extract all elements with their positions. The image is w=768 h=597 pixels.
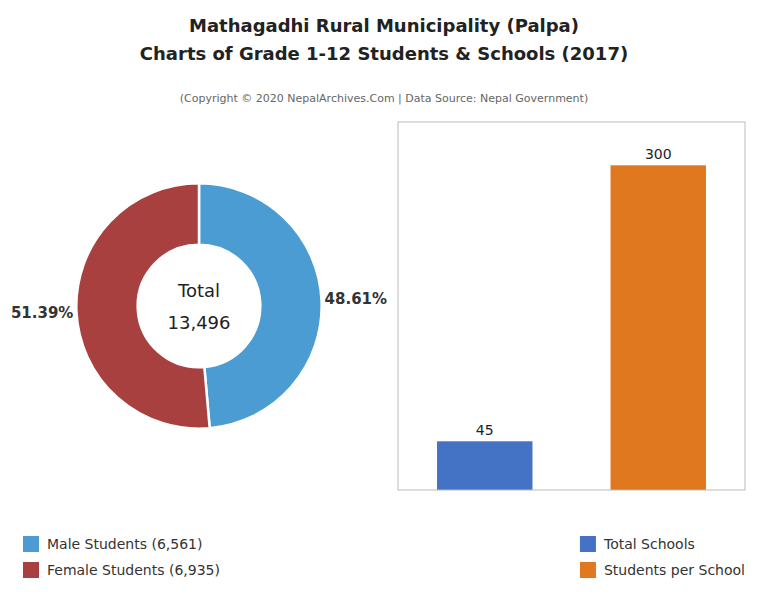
legend-swatch — [580, 562, 596, 578]
background — [0, 0, 768, 597]
legend-label: Male Students (6,561) — [47, 536, 202, 552]
center-text: Total — [177, 280, 220, 301]
data-label: 45 — [476, 422, 494, 438]
donut-slice — [76, 183, 209, 428]
legend-item: Female Students (6,935) — [23, 562, 220, 578]
legend-label: Students per School — [604, 562, 745, 578]
data-label: 300 — [645, 146, 672, 162]
donut-slice — [199, 183, 322, 428]
donut — [76, 183, 321, 428]
legend-item: Male Students (6,561) — [23, 536, 202, 552]
plot-frame — [398, 122, 745, 490]
legend: Male Students (6,561) Female Students (6,… — [23, 536, 220, 578]
legend-label: Total Schools — [603, 536, 695, 552]
figure: Mathagadhi Rural Municipality (Palpa) Cha… — [0, 0, 768, 597]
center-text: 13,496 — [168, 312, 231, 333]
legend-item: Total Schools — [580, 536, 695, 552]
bar — [611, 165, 706, 490]
legend-item: Students per School — [580, 562, 745, 578]
subtitle: (Copyright © 2020 NepalArchives.Com | Da… — [180, 92, 588, 105]
bars — [437, 165, 706, 490]
data-label: 51.39% — [11, 304, 73, 322]
data-label: 48.61% — [325, 290, 387, 308]
title: Charts of Grade 1-12 Students & Schools … — [140, 43, 628, 64]
legend: Total Schools Students per School — [580, 536, 745, 578]
legend-swatch — [23, 536, 39, 552]
legend-swatch — [23, 562, 39, 578]
legend-label: Female Students (6,935) — [47, 562, 220, 578]
bar — [437, 441, 532, 490]
legend-swatch — [580, 536, 596, 552]
title: Mathagadhi Rural Municipality (Palpa) — [189, 15, 579, 36]
